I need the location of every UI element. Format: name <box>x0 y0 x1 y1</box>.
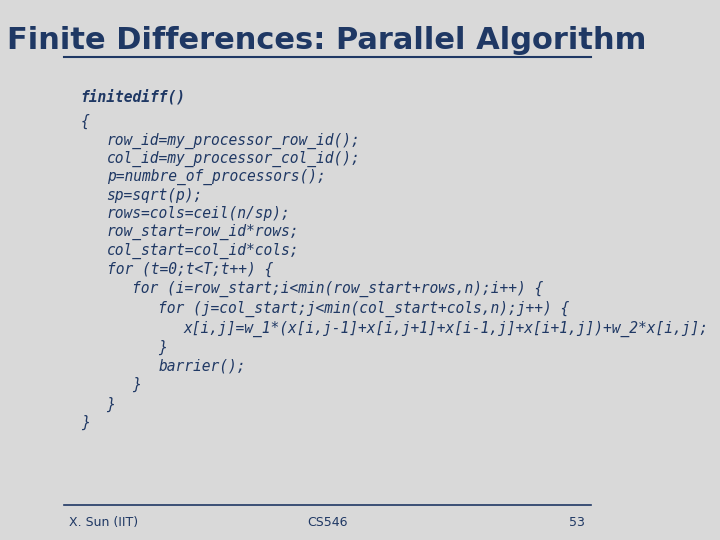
Text: row_id=my_processor_row_id();: row_id=my_processor_row_id(); <box>107 132 360 149</box>
Text: }: } <box>107 396 115 411</box>
Text: sp=sqrt(p);: sp=sqrt(p); <box>107 188 203 203</box>
Text: Finite Differences: Parallel Algorithm: Finite Differences: Parallel Algorithm <box>7 26 647 55</box>
Text: }: } <box>158 340 167 355</box>
Text: for (j=col_start;j<min(col_start+cols,n);j++) {: for (j=col_start;j<min(col_start+cols,n)… <box>158 301 570 317</box>
Text: rows=cols=ceil(n/sp);: rows=cols=ceil(n/sp); <box>107 206 290 221</box>
Text: 53: 53 <box>569 516 585 529</box>
Text: for (t=0;t<T;t++) {: for (t=0;t<T;t++) { <box>107 261 273 276</box>
Text: }: } <box>81 415 89 430</box>
Text: col_id=my_processor_col_id();: col_id=my_processor_col_id(); <box>107 151 360 167</box>
Text: col_start=col_id*cols;: col_start=col_id*cols; <box>107 242 299 259</box>
Text: x[i,j]=w_1*(x[i,j-1]+x[i,j+1]+x[i-1,j]+x[i+1,j])+w_2*x[i,j];: x[i,j]=w_1*(x[i,j-1]+x[i,j+1]+x[i-1,j]+x… <box>184 321 709 337</box>
Text: for (i=row_start;i<min(row_start+rows,n);i++) {: for (i=row_start;i<min(row_start+rows,n)… <box>132 281 544 297</box>
Text: X. Sun (IIT): X. Sun (IIT) <box>69 516 138 529</box>
Text: row_start=row_id*rows;: row_start=row_id*rows; <box>107 224 299 240</box>
Text: {: { <box>81 114 89 129</box>
Text: CS546: CS546 <box>307 516 347 529</box>
Text: p=numbre_of_processors();: p=numbre_of_processors(); <box>107 169 325 185</box>
Text: barrier();: barrier(); <box>158 358 246 373</box>
Text: finitediff(): finitediff() <box>81 90 186 105</box>
Text: }: } <box>132 376 141 392</box>
